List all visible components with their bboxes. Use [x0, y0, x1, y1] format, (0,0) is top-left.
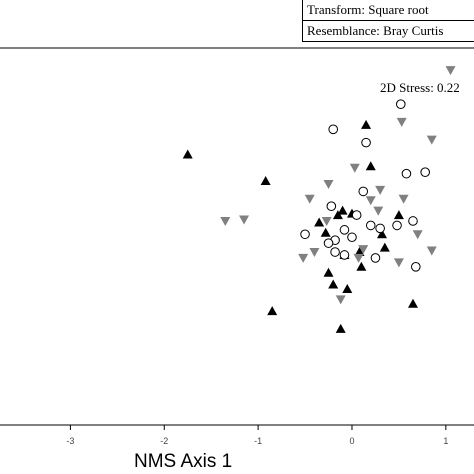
- data-point-triangle-up: [328, 279, 339, 289]
- data-point-triangle-down: [298, 253, 309, 263]
- data-point-triangle-up: [267, 306, 278, 316]
- data-point-triangle-down: [323, 180, 334, 190]
- data-point-triangle-down: [239, 215, 250, 225]
- data-point-triangle-down: [426, 135, 437, 145]
- data-point-triangle-up: [337, 205, 348, 215]
- data-point-triangle-up: [260, 176, 271, 186]
- data-point-triangle-down: [445, 66, 456, 76]
- data-point-circle: [300, 229, 310, 240]
- data-point-triangle-down: [321, 216, 332, 226]
- data-point-circle: [392, 220, 402, 231]
- data-point-triangle-up: [354, 247, 365, 257]
- data-point-triangle-down: [398, 194, 409, 204]
- data-point-circle: [420, 167, 430, 177]
- data-point-circle: [375, 223, 385, 234]
- data-point-circle: [370, 253, 381, 263]
- transform-legend-box: Transform: Square root Resemblance: Bray…: [302, 0, 474, 42]
- data-point-triangle-up: [356, 261, 367, 271]
- data-point-circle: [401, 168, 412, 179]
- x-tick-label: 1: [443, 436, 448, 446]
- data-point-triangle-down: [365, 196, 376, 206]
- data-point-triangle-down: [353, 253, 364, 263]
- transform-label: Transform: Square root: [307, 2, 429, 17]
- data-point-triangle-down: [396, 117, 407, 127]
- data-point-triangle-down: [349, 163, 360, 173]
- data-point-triangle-up: [377, 229, 388, 239]
- data-point-circle: [328, 124, 339, 135]
- data-point-circle: [365, 220, 376, 231]
- data-point-triangle-down: [220, 216, 231, 226]
- data-point-triangle-down: [393, 258, 404, 268]
- data-point-triangle-up: [393, 210, 404, 220]
- data-point-circle: [330, 247, 340, 257]
- data-point-circle: [411, 262, 421, 272]
- x-axis-label: NMS Axis 1: [134, 451, 233, 472]
- data-point-circle: [323, 238, 334, 248]
- data-point-triangle-up: [407, 298, 418, 308]
- data-point-circle: [395, 99, 406, 109]
- data-point-triangle-down: [309, 248, 320, 258]
- data-point-triangle-down: [335, 295, 346, 305]
- data-point-triangle-up: [379, 242, 390, 252]
- data-point-circle: [347, 232, 357, 243]
- data-point-triangle-up: [182, 149, 193, 159]
- data-point-circle: [358, 186, 369, 197]
- data-point-triangle-up: [314, 217, 325, 227]
- data-point-circle: [339, 250, 350, 260]
- data-point-circle: [361, 137, 371, 148]
- x-tick-label: -1: [254, 436, 262, 446]
- resemblance-label: Resemblance: Bray Curtis: [307, 23, 444, 38]
- data-point-triangle-up: [320, 227, 331, 237]
- data-point-circle: [326, 201, 337, 211]
- stress-label: 2D Stress: 0.22: [380, 80, 460, 95]
- data-point-triangle-up: [323, 267, 334, 277]
- data-point-triangle-down: [358, 245, 369, 255]
- legend-divider: [303, 20, 474, 21]
- data-point-triangle-up: [335, 323, 346, 333]
- data-point-triangle-up: [342, 283, 353, 293]
- x-tick-label: 0: [349, 436, 354, 446]
- data-point-triangle-down: [304, 194, 315, 204]
- data-point-circle: [408, 216, 418, 226]
- data-point-circle: [339, 225, 350, 235]
- data-point-triangle-up: [365, 161, 376, 171]
- data-point-triangle-down: [375, 185, 386, 195]
- x-tick-label: -3: [66, 436, 74, 446]
- data-point-triangle-down: [373, 206, 384, 216]
- data-point-triangle-down: [426, 246, 437, 256]
- data-point-circle: [351, 210, 362, 220]
- data-point-triangle-down: [412, 230, 423, 240]
- data-point-triangle-up: [361, 119, 372, 129]
- x-tick-label: -2: [160, 436, 168, 446]
